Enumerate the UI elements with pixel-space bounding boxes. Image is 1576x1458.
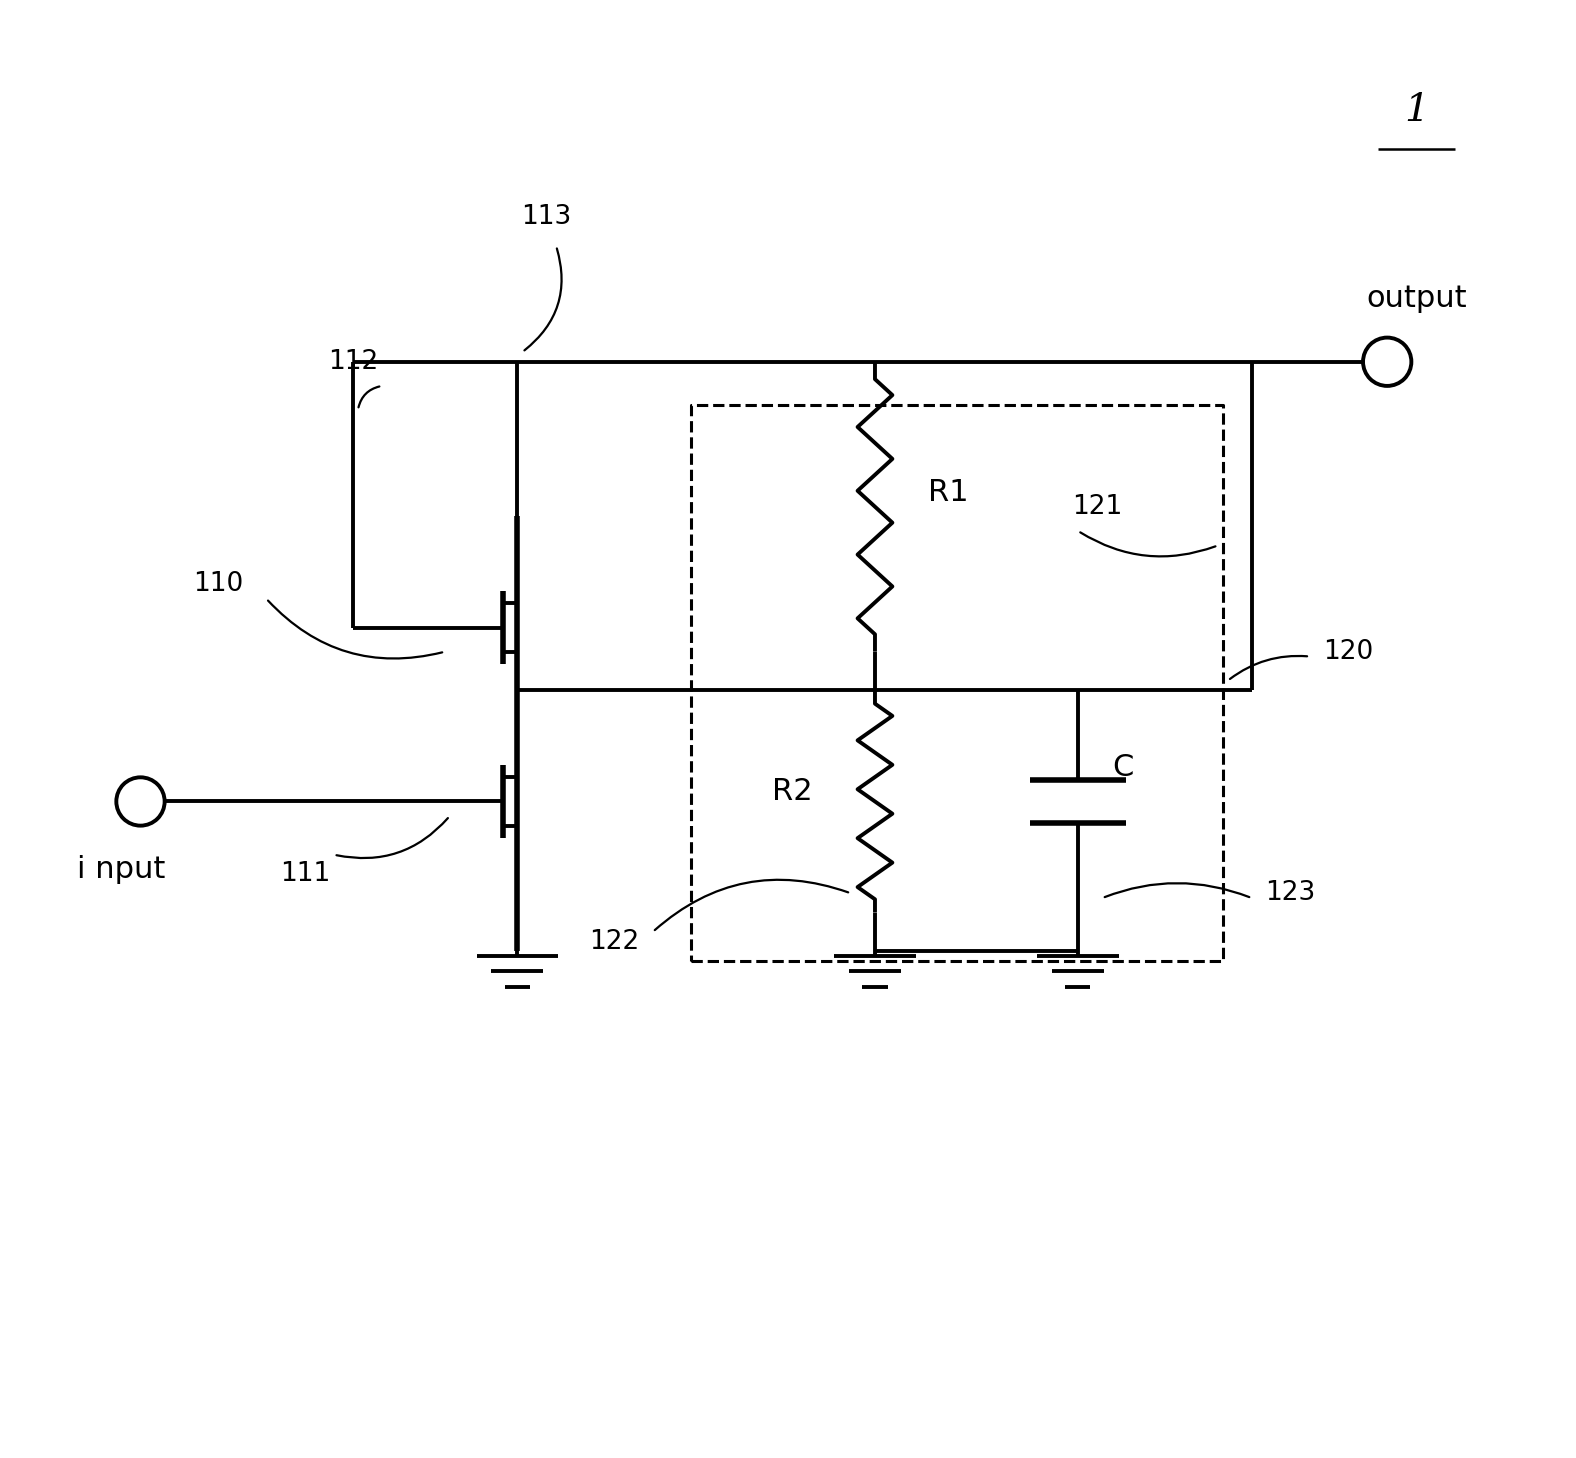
Text: 120: 120 xyxy=(1324,639,1374,665)
Text: 123: 123 xyxy=(1266,881,1316,907)
Text: R2: R2 xyxy=(772,777,812,806)
Text: C: C xyxy=(1111,754,1133,781)
Text: i nput: i nput xyxy=(77,854,165,884)
Text: 121: 121 xyxy=(1072,494,1122,519)
Text: 111: 111 xyxy=(279,862,329,886)
Text: 113: 113 xyxy=(522,204,572,230)
Text: 122: 122 xyxy=(589,929,640,955)
Text: 1: 1 xyxy=(1404,92,1428,128)
Text: 112: 112 xyxy=(328,348,378,375)
Text: output: output xyxy=(1366,284,1467,313)
Text: R1: R1 xyxy=(928,478,969,507)
Text: 110: 110 xyxy=(192,572,243,596)
